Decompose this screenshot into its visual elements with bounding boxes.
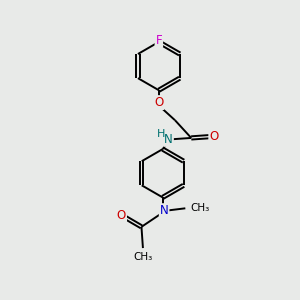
Text: O: O [209, 130, 218, 143]
Text: N: N [160, 204, 169, 217]
Text: CH₃: CH₃ [133, 252, 153, 262]
Text: O: O [117, 208, 126, 222]
Text: N: N [164, 133, 173, 146]
Text: CH₃: CH₃ [190, 203, 210, 213]
Text: O: O [154, 96, 164, 109]
Text: F: F [155, 34, 162, 47]
Text: H: H [156, 129, 165, 139]
